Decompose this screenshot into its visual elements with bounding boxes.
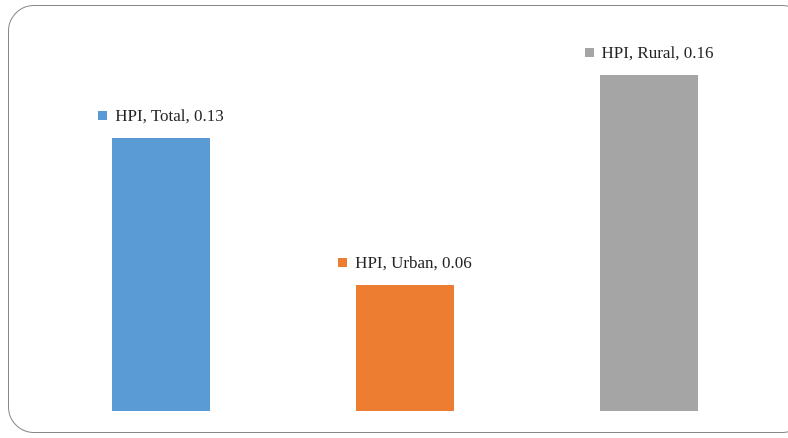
label-text: HPI, Rural, 0.16: [601, 43, 714, 62]
label-text: HPI, Urban, 0.06: [355, 253, 472, 272]
bar: [112, 138, 210, 411]
label-text: HPI, Total, 0.13: [115, 106, 224, 125]
label-marker: [98, 111, 108, 120]
bar: [356, 285, 454, 411]
data-label: HPI, Urban, 0.06: [335, 250, 475, 275]
data-label: HPI, Rural, 0.16: [554, 40, 744, 65]
chart-frame: [8, 5, 788, 433]
data-label: HPI, Total, 0.13: [66, 103, 256, 128]
label-marker: [584, 48, 594, 57]
label-marker: [338, 258, 348, 267]
bar: [600, 75, 698, 411]
